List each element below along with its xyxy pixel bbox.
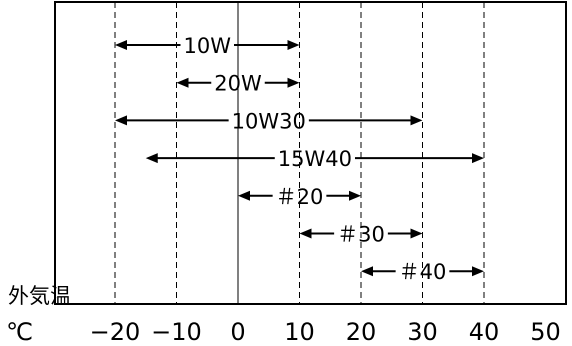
arrow-right-icon [472, 266, 484, 277]
range-5: ＃20 [238, 185, 361, 209]
range-7: ＃40 [361, 260, 484, 284]
tick-label: 0 [230, 318, 245, 346]
arrow-left-icon [361, 266, 373, 277]
grid-layer [114, 2, 485, 304]
arrow-right-icon [287, 40, 300, 50]
tick-label: 10 [284, 318, 315, 346]
range-label: 10W30 [232, 109, 306, 133]
range-label: ＃20 [276, 185, 324, 209]
tick-label: 30 [407, 318, 438, 346]
range-1: 10W [115, 34, 300, 58]
tick-label: 50 [530, 318, 561, 346]
tick-label: 20 [346, 318, 377, 346]
arrow-left-icon [299, 228, 312, 239]
range-label: 15W40 [278, 147, 352, 171]
unit-label: ℃ [6, 318, 33, 346]
tick-label: −20 [90, 318, 141, 346]
tick-label: −10 [151, 318, 202, 346]
arrow-left-icon [115, 40, 127, 50]
range-4: 15W40 [145, 147, 484, 171]
range-label: 10W [184, 34, 232, 58]
arrow-left-icon [145, 153, 158, 164]
tick-label: 40 [469, 318, 500, 346]
arrow-right-icon [472, 153, 484, 164]
chart-frame [54, 1, 567, 305]
range-label: 20W [214, 72, 262, 96]
arrow-right-icon [349, 190, 361, 201]
arrow-right-icon [287, 77, 300, 88]
range-3: 10W30 [115, 109, 423, 133]
tick-labels: −20 −10 0 10 20 30 40 50 [90, 318, 561, 346]
arrow-left-icon [238, 190, 250, 201]
arrow-left-icon [176, 77, 189, 88]
range-label: ＃40 [399, 260, 447, 284]
range-layer: 10W 20W 10W30 15W40 ＃20 ＃30 ＃40 [115, 34, 484, 284]
arrow-right-icon [410, 228, 423, 239]
range-label: ＃30 [337, 223, 385, 247]
range-6: ＃30 [299, 223, 423, 247]
range-2: 20W [176, 72, 300, 96]
arrow-left-icon [115, 115, 127, 126]
axis-label: 外気温 [8, 284, 71, 308]
arrow-right-icon [410, 115, 423, 126]
